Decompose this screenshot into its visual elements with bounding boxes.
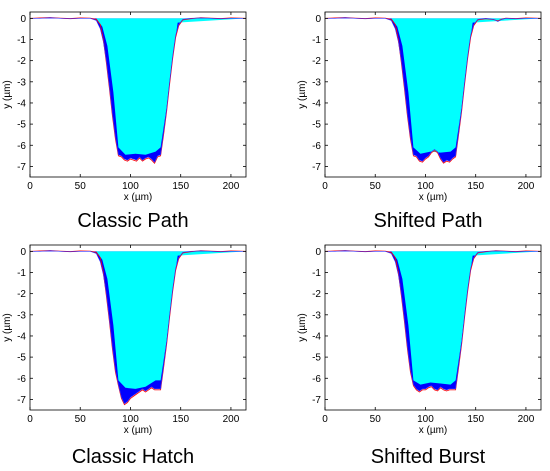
y-tick-label: -1 [17,268,26,279]
x-tick-label: 50 [370,414,382,425]
panel-caption: Classic Path [77,210,188,232]
profile-fill-cyan [325,251,541,385]
x-axis-label: x (µm) [124,192,153,203]
x-axis-label: x (µm) [419,192,448,203]
plot-area [30,17,246,164]
plot-area [30,250,246,406]
y-tick-label: -5 [17,353,26,364]
x-tick-label: 0 [322,414,328,425]
profile-fill-cyan [325,18,541,154]
y-tick-label: -1 [17,35,26,46]
y-tick-label: 0 [20,14,26,25]
profile-fill-cyan [30,251,246,389]
y-axis-label: y (µm) [297,80,308,109]
y-tick-label: -4 [17,98,26,109]
x-tick-label: 150 [172,414,189,425]
y-axis-label: y (µm) [2,313,13,342]
x-tick-label: 50 [75,414,87,425]
x-tick-label: 100 [417,181,434,192]
axes-box [29,11,247,178]
surface-line [30,17,246,163]
y-tick-label: -1 [312,268,321,279]
panel-caption: Shifted Path [374,210,483,232]
y-tick-label: -5 [312,353,321,364]
y-tick-label: -5 [312,120,321,131]
y-tick-label: 0 [315,14,321,25]
x-tick-label: 50 [370,181,382,192]
panel-caption: Classic Hatch [72,446,194,468]
y-tick-label: -7 [312,395,321,406]
panel-shifted-path: 0 50 100 150 200 0 -1 -2 -3 -4 -5 -6 -7 x (µm) y (µm) S… [297,11,542,232]
profile-line-red [30,17,246,164]
y-tick-label: -6 [17,374,26,385]
y-tick-label: -6 [312,374,321,385]
y-axis-label: y (µm) [2,80,13,109]
panel-caption: Shifted Burst [371,446,486,468]
plot-area [325,250,541,393]
y-tick-label: -7 [312,162,321,173]
x-tick-label: 150 [172,181,189,192]
x-tick-label: 0 [27,181,33,192]
y-tick-label: -7 [17,162,26,173]
y-tick-label: -2 [17,56,26,67]
x-tick-label: 100 [122,181,139,192]
profile-line-red [325,250,541,393]
y-tick-label: -4 [17,331,26,342]
y-tick-label: 0 [20,247,26,258]
profile-line-red [30,250,246,406]
y-tick-label: -6 [312,141,321,152]
y-tick-label: 0 [315,247,321,258]
profile-fill-cyan [30,18,246,155]
y-tick-label: -5 [17,120,26,131]
x-tick-label: 150 [467,414,484,425]
plot-area [325,17,541,164]
y-tick-label: -4 [312,331,321,342]
surface-line [325,17,541,163]
y-tick-label: -3 [312,310,321,321]
panel-classic-hatch: 0 50 100 150 200 0 -1 -2 -3 -4 -5 -6 -7 x (µm) y (µm) C… [2,244,247,468]
x-tick-label: 0 [322,181,328,192]
y-tick-label: -3 [17,77,26,88]
axes-box [324,244,542,411]
y-tick-label: -2 [312,56,321,67]
surface-line [30,250,246,405]
x-tick-label: 50 [75,181,87,192]
y-tick-label: -1 [312,35,321,46]
x-tick-label: 200 [223,414,240,425]
y-axis-label: y (µm) [297,313,308,342]
y-tick-label: -7 [17,395,26,406]
y-tick-label: -3 [17,310,26,321]
y-tick-label: -3 [312,77,321,88]
axes-box [29,244,247,411]
x-tick-label: 100 [122,414,139,425]
x-tick-label: 200 [518,181,535,192]
x-tick-label: 100 [417,414,434,425]
y-tick-label: -2 [17,289,26,300]
x-tick-label: 150 [467,181,484,192]
x-axis-label: x (µm) [124,425,153,436]
x-tick-label: 200 [518,414,535,425]
x-tick-label: 200 [223,181,240,192]
axes-box [324,11,542,178]
surface-line [325,250,541,392]
panel-classic-path: 0 50 100 150 200 0 -1 -2 -3 -4 -5 -6 -7 x (µm) y (µm) C… [2,11,247,232]
y-tick-label: -6 [17,141,26,152]
y-tick-label: -2 [312,289,321,300]
panel-shifted-burst: 0 50 100 150 200 0 -1 -2 -3 -4 -5 -6 -7 x (µm) y (µm) S… [297,244,542,468]
y-tick-label: -4 [312,98,321,109]
x-axis-label: x (µm) [419,425,448,436]
x-tick-label: 0 [27,414,33,425]
